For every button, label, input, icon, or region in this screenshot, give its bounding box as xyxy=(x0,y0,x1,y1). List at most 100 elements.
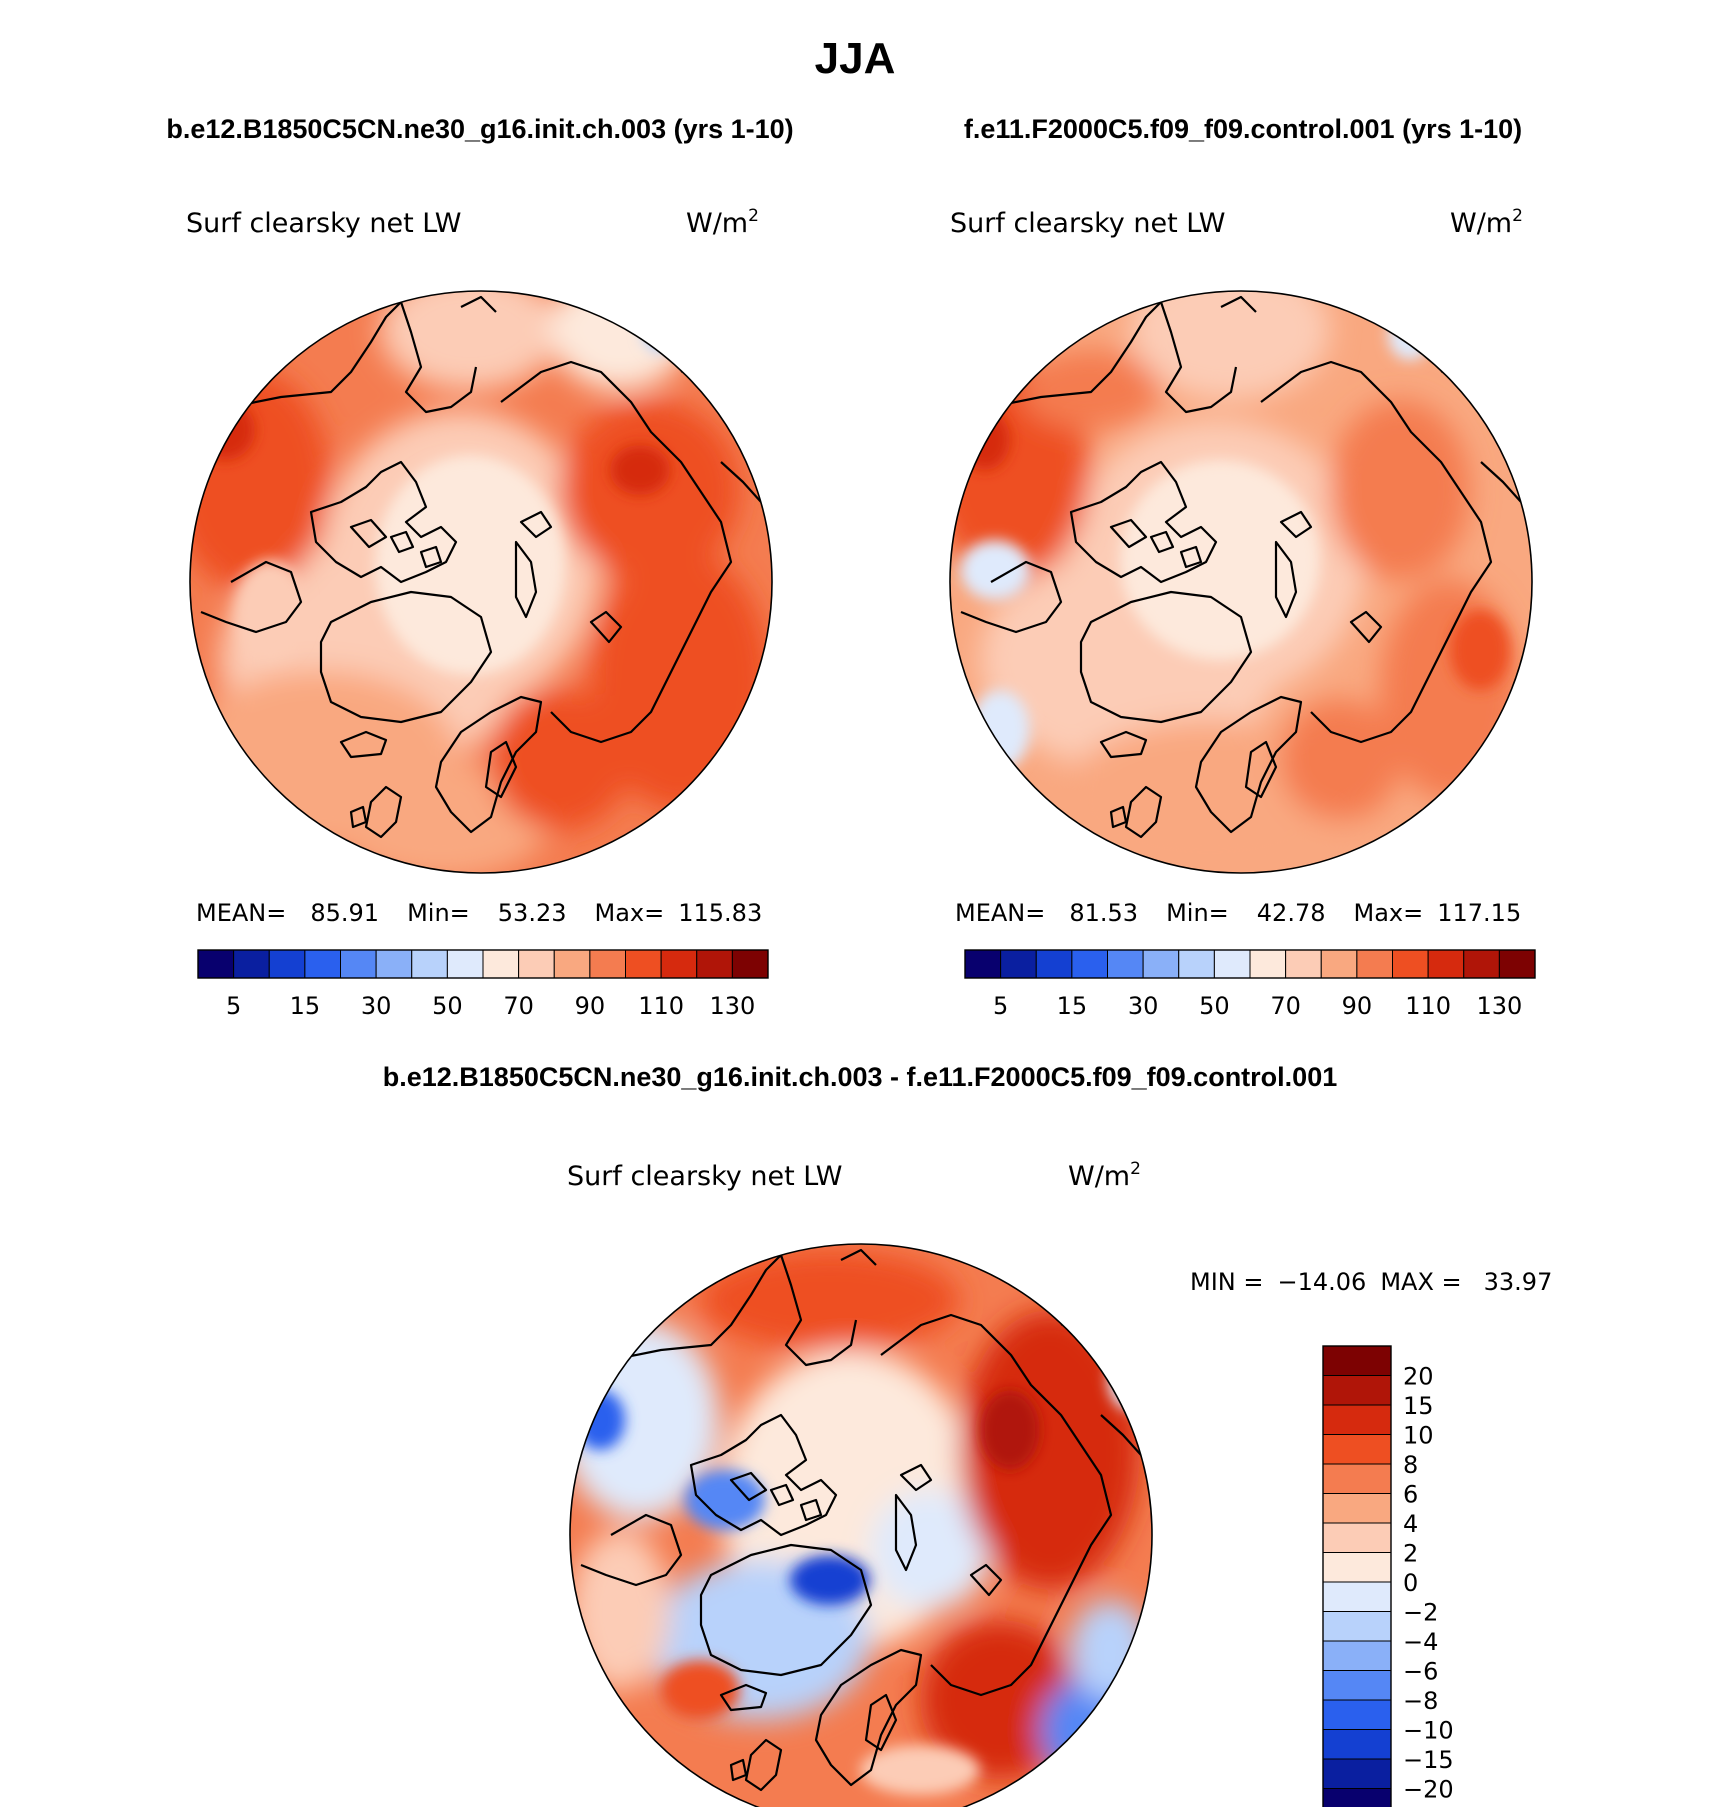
panel-a-max-label: Max= xyxy=(595,899,665,927)
case-a-title: b.e12.B1850C5CN.ne30_g16.init.ch.003 (yr… xyxy=(166,114,793,144)
map-a xyxy=(190,291,772,873)
panel-diff-min-value: −14.06 xyxy=(1277,1268,1366,1296)
colorbar-a-tick-label: 15 xyxy=(290,992,321,1020)
colorbar-b-frame xyxy=(964,949,1536,979)
panel-b: Surf clearsky net LW W/m2 xyxy=(949,206,1536,1020)
panel-b-max-value: 117.15 xyxy=(1437,899,1521,927)
colorbar-b-swatch xyxy=(1427,949,1465,979)
panel-a-max-value: 115.83 xyxy=(678,899,762,927)
colorbar-diff-tick-label: −10 xyxy=(1403,1717,1454,1745)
colorbar-b-tick-label: 30 xyxy=(1128,992,1159,1020)
panel-b-units-base: W/m xyxy=(1450,208,1512,239)
panel-b-max-label: Max= xyxy=(1354,899,1424,927)
colorbar-diff-swatch xyxy=(1322,1522,1392,1553)
panel-a-units: W/m2 xyxy=(686,206,759,239)
colorbar-diff-swatch xyxy=(1322,1581,1392,1612)
colorbar-b-tick-label: 5 xyxy=(993,992,1008,1020)
colorbar-b-tick-label: 50 xyxy=(1199,992,1230,1020)
colorbar-diff-tick-label: 6 xyxy=(1403,1481,1418,1509)
colorbar-b-swatch xyxy=(1463,949,1500,979)
colorbar-diff-swatch xyxy=(1322,1493,1392,1524)
colorbar-b-swatch xyxy=(1178,949,1215,979)
colorbar-a-tick-label: 5 xyxy=(226,992,241,1020)
colorbar-a-tick-label: 110 xyxy=(638,992,684,1020)
colorbar-diff-swatch xyxy=(1322,1729,1392,1760)
colorbar-diff-swatch xyxy=(1322,1670,1392,1701)
colorbar-a-swatch xyxy=(589,949,626,979)
panel-a-stats: MEAN= 85.91 Min= 53.23 Max= 115.83 xyxy=(196,899,762,927)
colorbar-a-swatch xyxy=(731,949,769,979)
colorbar-diff-tick-label: −8 xyxy=(1403,1687,1438,1715)
colorbar-a-swatch xyxy=(696,949,733,979)
colorbar-a-tick-label: 70 xyxy=(503,992,534,1020)
panel-a-mean-label: MEAN= xyxy=(196,899,286,927)
panel-b-min-value: 42.78 xyxy=(1257,899,1326,927)
panel-a: Surf clearsky net LW W/m2 xyxy=(186,206,773,1020)
colorbar-diff-swatch xyxy=(1322,1434,1392,1465)
panel-a-units-base: W/m xyxy=(686,208,748,239)
colorbar-b-swatch xyxy=(1320,949,1358,979)
panel-a-min-label: Min= xyxy=(407,899,470,927)
colorbar-b-tick-label: 130 xyxy=(1476,992,1522,1020)
panel-diff-min-label: MIN = xyxy=(1190,1268,1263,1296)
colorbar-b-swatch xyxy=(1356,949,1393,979)
colorbar-diff-tick-label: 2 xyxy=(1403,1540,1418,1568)
colorbar-a-frame xyxy=(197,949,769,979)
colorbar-diff-tick-label: 15 xyxy=(1403,1392,1434,1420)
panel-b-mean-value: 81.53 xyxy=(1069,899,1138,927)
colorbar-a-tick-label: 50 xyxy=(432,992,463,1020)
colorbar-b-swatch xyxy=(1035,949,1073,979)
colorbar-a-swatch xyxy=(375,949,413,979)
colorbar-diff-swatch xyxy=(1322,1552,1392,1583)
map-b xyxy=(950,291,1532,873)
panel-b-units-exp: 2 xyxy=(1512,206,1523,226)
panel-b-mean-label: MEAN= xyxy=(955,899,1045,927)
colorbar-diff-tick-label: 10 xyxy=(1403,1422,1434,1450)
colorbar-b-swatch xyxy=(1249,949,1287,979)
colorbar-a-swatch xyxy=(446,949,484,979)
colorbar-a-swatch xyxy=(482,949,520,979)
colorbar-b-swatch xyxy=(1285,949,1322,979)
colorbar-a-tick-label: 90 xyxy=(575,992,606,1020)
panel-diff-units-exp: 2 xyxy=(1130,1159,1141,1179)
panel-b-variable: Surf clearsky net LW xyxy=(950,208,1226,239)
panel-diff: Surf clearsky net LW W/m2 xyxy=(567,1159,1553,1807)
colorbar-b-swatch xyxy=(1000,949,1037,979)
colorbar-a-tick-label: 30 xyxy=(361,992,392,1020)
panel-b-stats: MEAN= 81.53 Min= 42.78 Max= 117.15 xyxy=(955,899,1521,927)
colorbar-a-swatch xyxy=(233,949,270,979)
colorbar-a-tick-label: 130 xyxy=(709,992,755,1020)
colorbar-a: 5 15 30 50 70 90 110 130 xyxy=(197,949,769,1020)
colorbar-diff-tick-label: 4 xyxy=(1403,1510,1418,1538)
colorbar-diff-tick-label: 0 xyxy=(1403,1569,1418,1597)
colorbar-a-swatch xyxy=(197,949,235,979)
panel-diff-max-value: 33.97 xyxy=(1484,1268,1553,1296)
panel-a-variable: Surf clearsky net LW xyxy=(186,208,462,239)
colorbar-diff-swatch xyxy=(1322,1640,1392,1671)
colorbar-b: 5 15 30 50 70 90 110 130 xyxy=(964,949,1536,1020)
colorbar-b-swatch xyxy=(1071,949,1108,979)
colorbar-b-swatch xyxy=(1498,949,1536,979)
colorbar-diff-tick-label: −6 xyxy=(1403,1658,1438,1686)
colorbar-diff-swatch xyxy=(1322,1699,1392,1730)
colorbar-a-swatch xyxy=(553,949,591,979)
colorbar-a-swatch xyxy=(411,949,448,979)
colorbar-diff-swatch xyxy=(1322,1463,1392,1494)
colorbar-a-swatch xyxy=(660,949,698,979)
panel-a-min-value: 53.23 xyxy=(498,899,567,927)
colorbar-b-tick-label: 15 xyxy=(1057,992,1088,1020)
panel-diff-variable: Surf clearsky net LW xyxy=(567,1161,843,1192)
colorbar-diff-tick-label: −4 xyxy=(1403,1628,1438,1656)
colorbar-a-swatch xyxy=(625,949,662,979)
colorbar-diff-swatch xyxy=(1322,1788,1392,1807)
colorbar-b-swatch xyxy=(1142,949,1180,979)
colorbar-b-swatch xyxy=(964,949,1002,979)
panel-a-mean-value: 85.91 xyxy=(310,899,379,927)
colorbar-b-tick-label: 90 xyxy=(1342,992,1373,1020)
panel-b-min-label: Min= xyxy=(1166,899,1229,927)
panel-b-units: W/m2 xyxy=(1450,206,1523,239)
case-b-title: f.e11.F2000C5.f09_f09.control.001 (yrs 1… xyxy=(964,114,1522,144)
map-diff xyxy=(570,1244,1152,1807)
